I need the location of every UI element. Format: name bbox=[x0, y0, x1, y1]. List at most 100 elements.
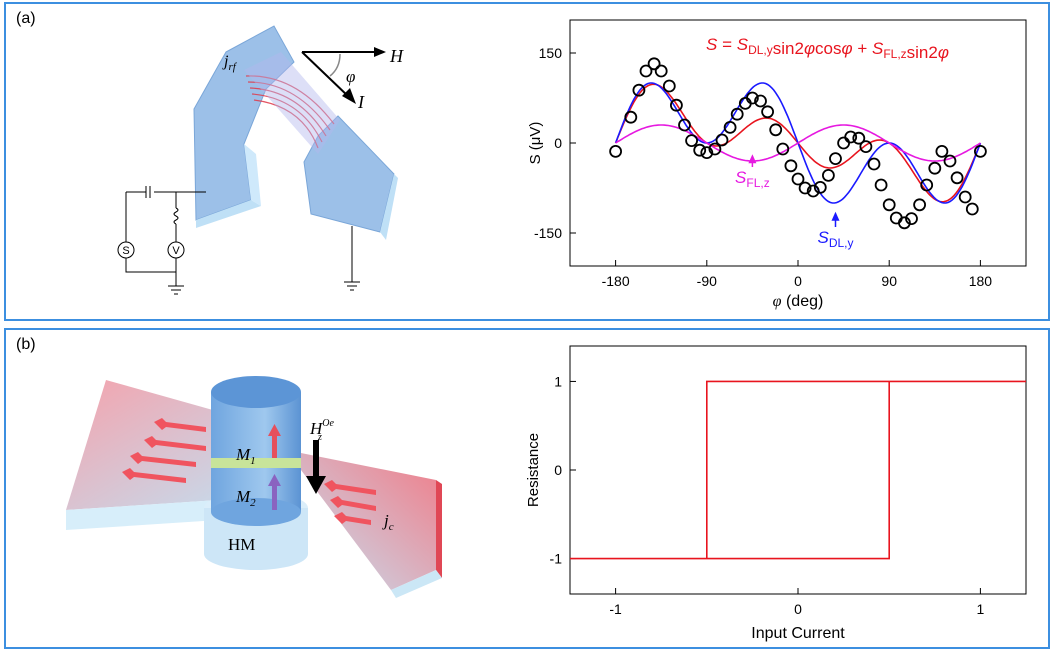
data-point bbox=[844, 130, 858, 144]
data-point bbox=[754, 94, 767, 108]
data-point bbox=[943, 154, 957, 168]
plot-frame bbox=[569, 345, 1027, 595]
current-arrows-left bbox=[122, 418, 206, 483]
data-point bbox=[761, 105, 775, 119]
data-point bbox=[965, 202, 979, 216]
y-axis-label: Resistance bbox=[526, 433, 542, 507]
device-schematic-a: jrf φ H I S V bbox=[117, 25, 404, 295]
data-point bbox=[669, 98, 683, 112]
x-tick-label: 180 bbox=[969, 273, 993, 289]
jc-label: jc bbox=[382, 511, 394, 533]
y-tick-label: -150 bbox=[534, 225, 562, 241]
data-point bbox=[647, 57, 661, 71]
data-point bbox=[662, 79, 676, 93]
right-electrode-side bbox=[380, 174, 398, 240]
data-point bbox=[745, 91, 759, 105]
device-schematic-b: M1 M2 HOe z HM jc bbox=[66, 376, 442, 598]
current-arrow-l2 bbox=[144, 436, 206, 451]
phi-label: φ bbox=[346, 67, 355, 86]
x-axis-label: φ (deg) bbox=[773, 293, 824, 310]
capacitor bbox=[145, 186, 151, 198]
y-axis-label: S (μV) bbox=[527, 122, 544, 165]
current-arrow-r1 bbox=[324, 480, 376, 495]
data-point bbox=[867, 157, 881, 171]
data-point bbox=[920, 178, 934, 192]
data-point bbox=[639, 64, 653, 78]
y-tick-label: 150 bbox=[539, 45, 563, 61]
data-point bbox=[624, 110, 638, 124]
source-label: S bbox=[122, 245, 129, 257]
x-tick-label: 0 bbox=[794, 601, 802, 617]
data-point bbox=[813, 180, 827, 194]
curve-S_FL_z bbox=[615, 124, 981, 162]
current-arrows-right bbox=[324, 480, 376, 525]
data-point bbox=[806, 184, 820, 198]
current-arrow-l4 bbox=[122, 468, 186, 483]
data-point bbox=[821, 168, 835, 182]
data-point bbox=[685, 134, 699, 148]
current-arrow-l3 bbox=[130, 452, 196, 467]
ground-left bbox=[168, 272, 184, 295]
circuit bbox=[117, 186, 360, 295]
panel-b: (b) bbox=[4, 328, 1050, 649]
data-point bbox=[693, 143, 707, 157]
h-arrowhead bbox=[374, 47, 386, 57]
data-point bbox=[654, 64, 668, 78]
data-point bbox=[950, 171, 964, 185]
data-point bbox=[730, 107, 744, 121]
data-point bbox=[852, 131, 866, 145]
data-point bbox=[905, 212, 918, 226]
rf-current-lines bbox=[245, 75, 335, 149]
rf-line-5 bbox=[253, 99, 319, 149]
pillar-bottom bbox=[211, 498, 301, 526]
panel-a: (a) jrf φ H I bbox=[4, 2, 1050, 321]
annotation-arrowhead-S_FL_z bbox=[748, 154, 757, 164]
i-arrowhead bbox=[342, 88, 356, 104]
ground-right bbox=[344, 226, 360, 291]
voltmeter-label: V bbox=[172, 245, 180, 257]
data-point bbox=[897, 216, 911, 230]
y-tick-label: 1 bbox=[554, 373, 562, 389]
hysteresis-loop bbox=[570, 380, 1026, 560]
data-point bbox=[700, 146, 714, 160]
data-point bbox=[798, 181, 812, 195]
m2-arrow-head bbox=[268, 474, 281, 486]
left-electrode-face bbox=[244, 144, 261, 206]
data-point bbox=[715, 133, 729, 147]
phi-arc bbox=[329, 53, 341, 77]
data-point bbox=[708, 142, 722, 156]
y-tick-label: 0 bbox=[554, 135, 562, 151]
rf-line-4 bbox=[251, 93, 323, 143]
data-point bbox=[837, 136, 851, 150]
data-point bbox=[882, 198, 896, 212]
data-point bbox=[928, 161, 942, 175]
rf-line-1 bbox=[245, 75, 335, 125]
pillar-body bbox=[211, 392, 301, 512]
data-point bbox=[913, 198, 927, 212]
h-label: H bbox=[389, 46, 404, 66]
current-arrow-r3 bbox=[334, 512, 371, 525]
data-point bbox=[723, 121, 737, 134]
m2-label: M2 bbox=[235, 487, 256, 509]
annotation-label-S_FL_z: SFL,z bbox=[735, 168, 770, 190]
data-point bbox=[829, 152, 842, 166]
data-point bbox=[769, 123, 783, 137]
hm-base-bottom bbox=[204, 538, 308, 570]
left-electrode-side bbox=[196, 200, 261, 228]
rf-line-3 bbox=[249, 87, 327, 137]
right-wedge-front bbox=[436, 480, 442, 578]
current-arrow-r2 bbox=[330, 496, 376, 511]
hm-label: HM bbox=[228, 535, 255, 554]
right-wedge-bottom bbox=[391, 570, 442, 598]
x-tick-label: 1 bbox=[977, 601, 985, 617]
data-point bbox=[776, 142, 790, 156]
data-point bbox=[973, 144, 987, 158]
chart-b: -1 0 1 -1 0 1 Resistance Input Current bbox=[526, 345, 1027, 642]
hz-label: HOe z bbox=[309, 418, 335, 443]
inductor bbox=[173, 207, 179, 225]
x-tick-label: 90 bbox=[881, 273, 897, 289]
annotation-arrowhead-S_DL_y bbox=[831, 211, 840, 221]
hz-arrow-shaft bbox=[313, 440, 319, 480]
data-point bbox=[935, 144, 949, 158]
data-point bbox=[889, 211, 903, 225]
